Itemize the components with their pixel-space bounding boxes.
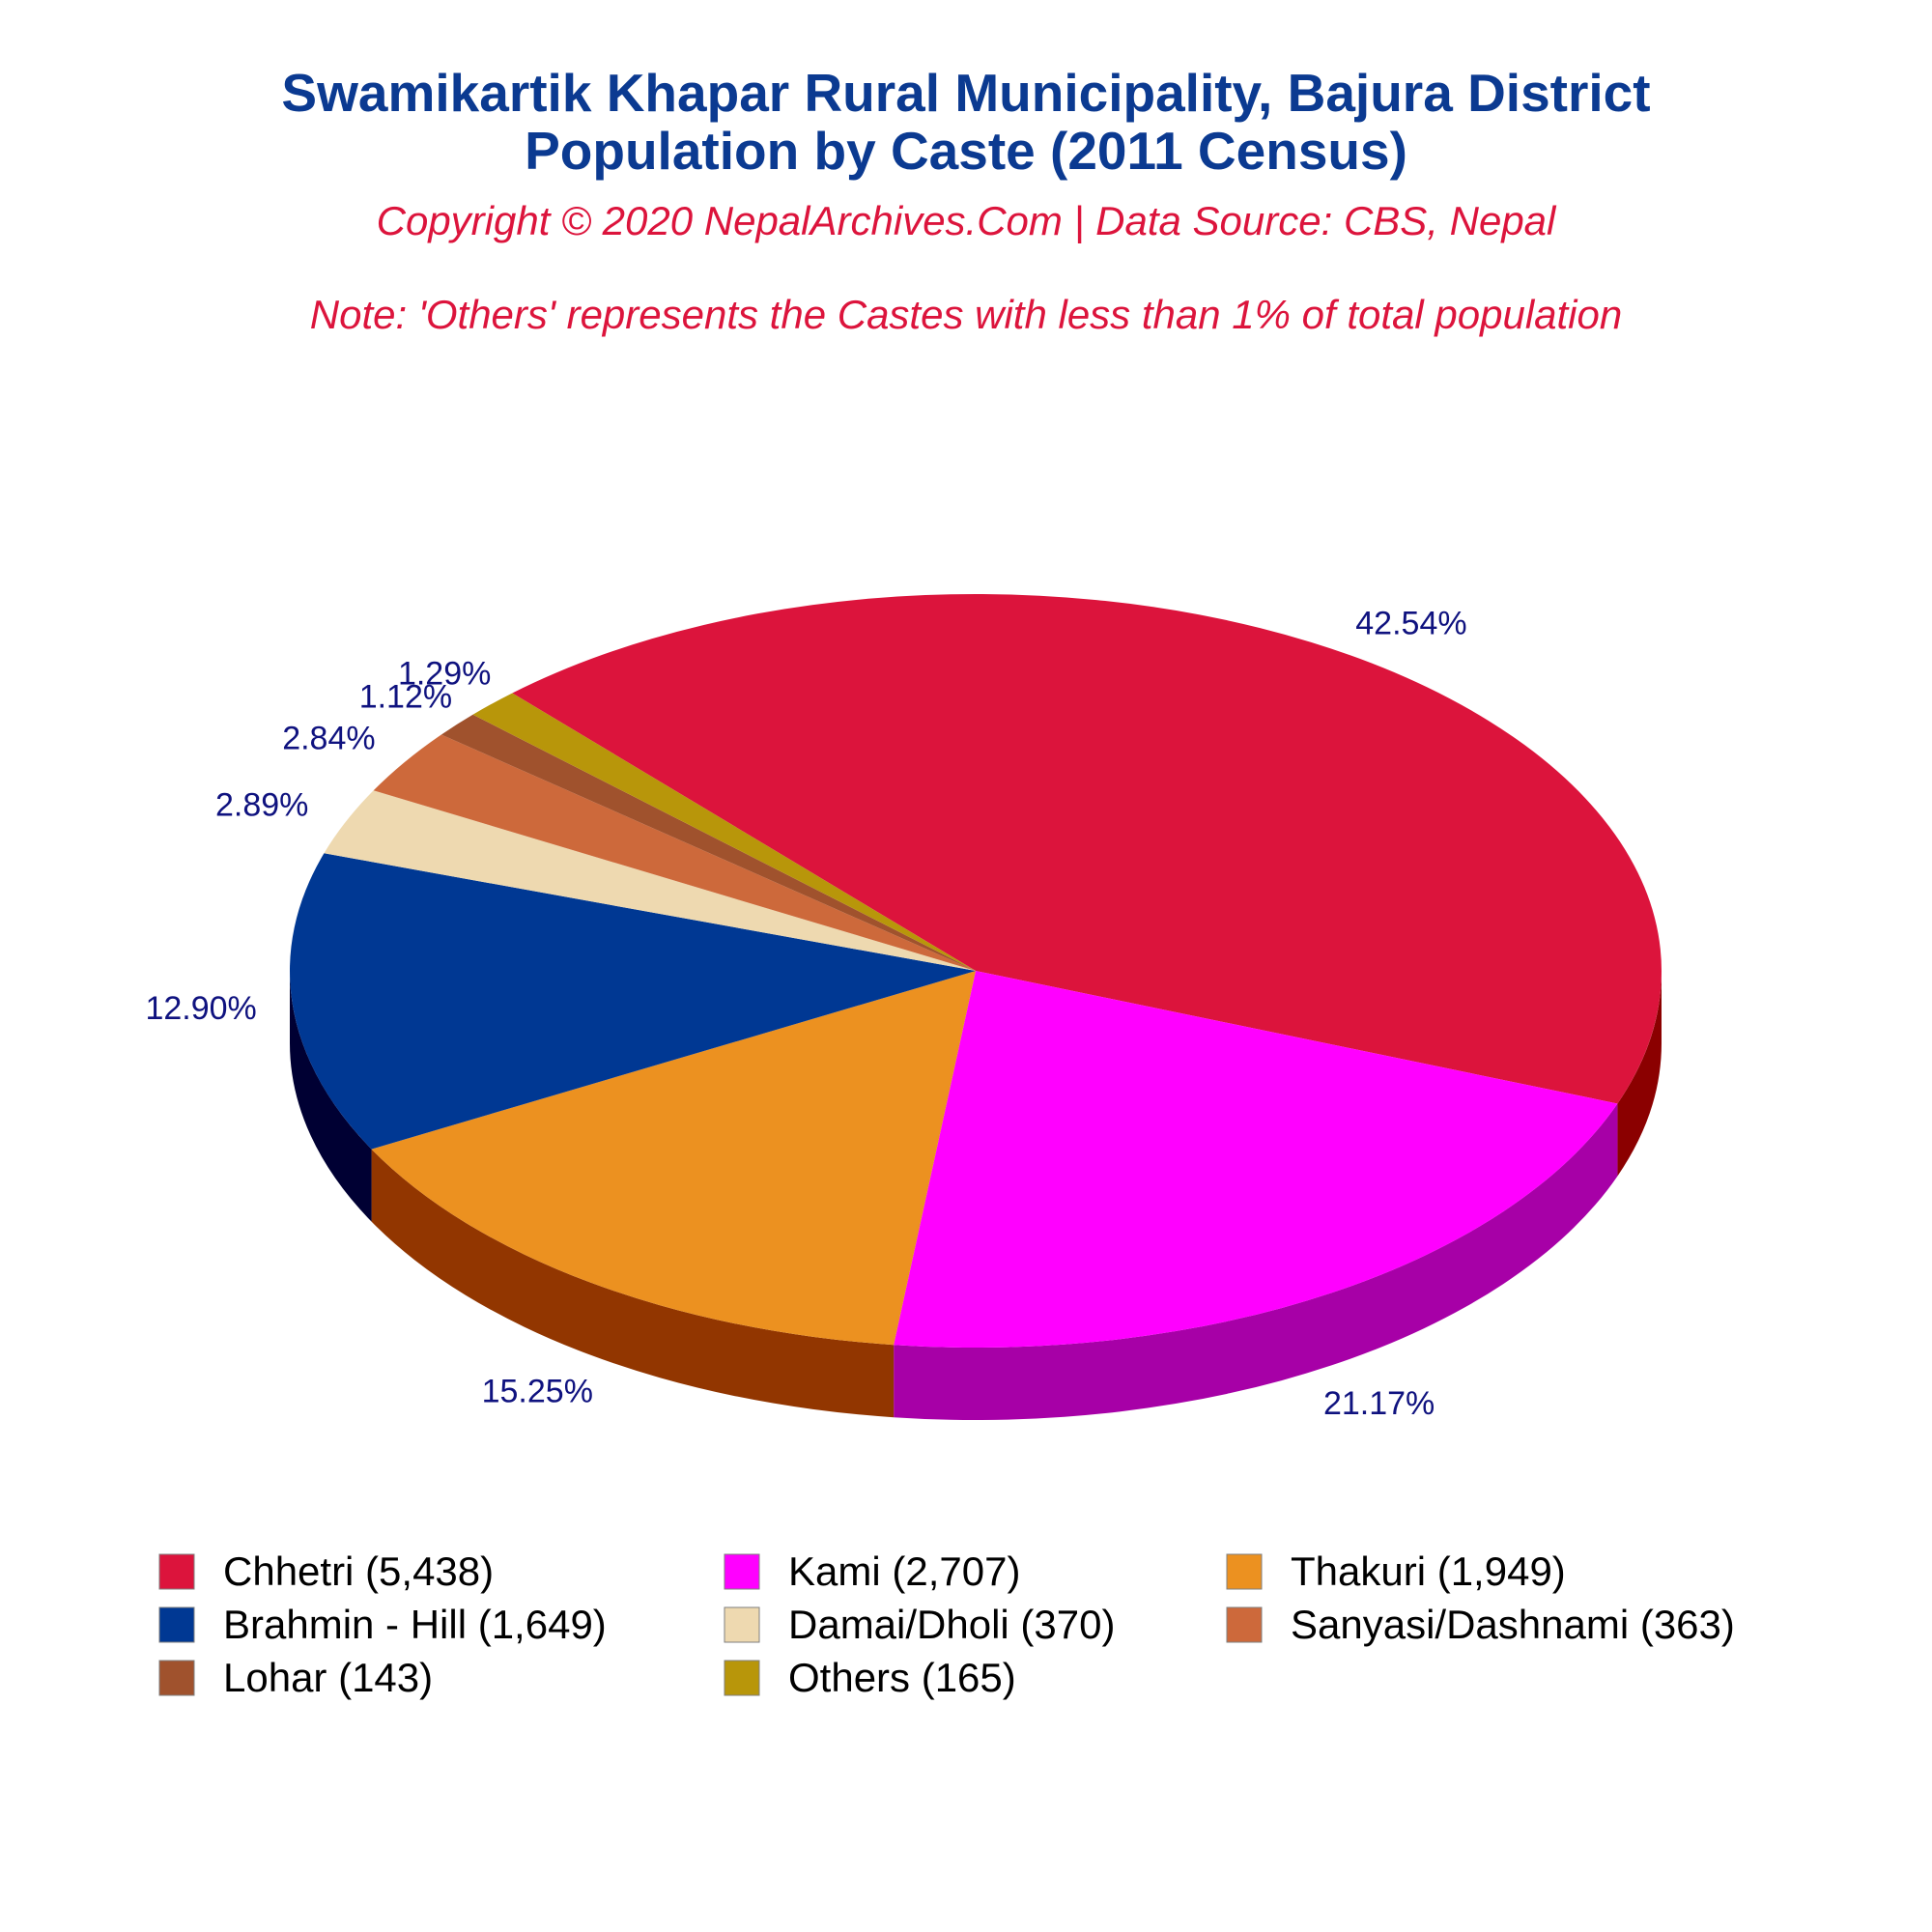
percent-label-lohar: 1.12% — [359, 679, 452, 716]
pie-slice-kami — [894, 971, 1618, 1348]
legend-item-others: Others (165) — [724, 1655, 1016, 1700]
legend-item-kami: Kami (2,707) — [724, 1548, 1020, 1594]
pie-slice-sanyasi-dashnami — [373, 734, 976, 971]
pie-slice-others — [472, 693, 976, 971]
pie-top — [289, 594, 1662, 1348]
legend-label-others: Others (165) — [788, 1655, 1016, 1700]
legend-swatch-others — [724, 1660, 760, 1696]
legend-swatch-sanyasi-dashnami — [1226, 1606, 1263, 1643]
pie-side-thakuri — [371, 1149, 895, 1418]
pie-slice-chhetri — [512, 594, 1662, 1104]
legend-label-sanyasi-dashnami: Sanyasi/Dashnami (363) — [1291, 1602, 1735, 1647]
legend-label-lohar: Lohar (143) — [223, 1655, 433, 1700]
percent-label-damai-dholi: 2.89% — [215, 786, 308, 823]
pie-slice-lohar — [440, 714, 977, 971]
legend: Chhetri (5,438) Kami (2,707) Thakuri (1,94… — [158, 1548, 1735, 1700]
legend-swatch-lohar — [158, 1660, 195, 1696]
pie-slice-thakuri — [371, 971, 976, 1346]
pie-sides — [290, 971, 1662, 1421]
chart-title-line-2: Population by Caste (2011 Census) — [525, 121, 1407, 181]
legend-item-thakuri: Thakuri (1,949) — [1226, 1548, 1566, 1594]
legend-swatch-thakuri — [1226, 1553, 1263, 1590]
pie-slice-brahmin-hill — [289, 853, 976, 1150]
percent-label-kami: 21.17% — [1323, 1385, 1435, 1422]
pie-slice-damai-dholi — [324, 790, 976, 971]
chart-title-line-1: Swamikartik Khapar Rural Municipality, B… — [281, 63, 1650, 123]
percent-label-thakuri: 15.25% — [482, 1373, 593, 1409]
legend-label-damai-dholi: Damai/Dholi (370) — [788, 1602, 1115, 1647]
copyright-text: Copyright © 2020 NepalArchives.Com | Dat… — [377, 198, 1557, 244]
legend-swatch-kami — [724, 1553, 760, 1590]
legend-label-brahmin-hill: Brahmin - Hill (1,649) — [223, 1602, 607, 1647]
legend-label-kami: Kami (2,707) — [788, 1548, 1020, 1594]
legend-item-sanyasi-dashnami: Sanyasi/Dashnami (363) — [1226, 1602, 1735, 1647]
percent-label-chhetri: 42.54% — [1355, 606, 1466, 642]
percent-label-others: 1.29% — [398, 655, 491, 692]
note-text: Note: 'Others' represents the Castes wit… — [310, 292, 1622, 337]
legend-item-damai-dholi: Damai/Dholi (370) — [724, 1602, 1115, 1647]
legend-item-chhetri: Chhetri (5,438) — [158, 1548, 494, 1594]
legend-label-thakuri: Thakuri (1,949) — [1291, 1548, 1566, 1594]
pie-side-chhetri — [1617, 971, 1662, 1177]
pie-side-brahmin-hill — [290, 971, 372, 1222]
legend-swatch-damai-dholi — [724, 1606, 760, 1643]
legend-swatch-chhetri — [158, 1553, 195, 1590]
legend-label-chhetri: Chhetri (5,438) — [223, 1548, 494, 1594]
legend-item-lohar: Lohar (143) — [158, 1655, 433, 1700]
percent-labels: 42.54% 21.17% 15.25% 12.90% 2.89% 2.84% 1.12%1… — [145, 606, 1466, 1422]
legend-swatch-brahmin-hill — [158, 1606, 195, 1643]
percent-label-brahmin-hill: 12.90% — [145, 990, 256, 1027]
pie-side-kami — [894, 1103, 1618, 1421]
legend-item-brahmin-hill: Brahmin - Hill (1,649) — [158, 1602, 607, 1647]
percent-label-sanyasi-dashnami: 2.84% — [282, 721, 375, 757]
